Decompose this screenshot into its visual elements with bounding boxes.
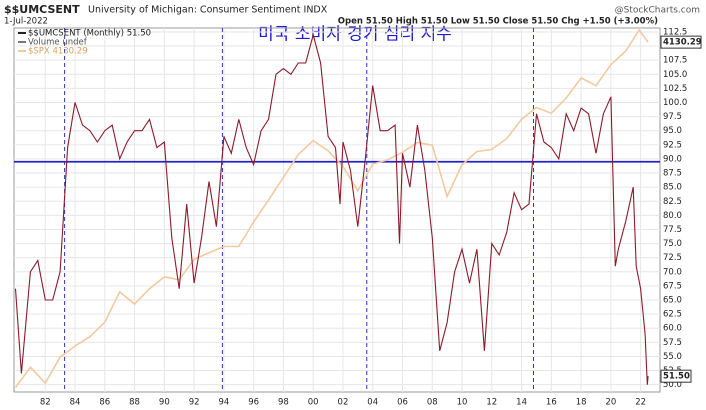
x-tick-label: 92	[189, 398, 200, 408]
y-tick-label: 87.5	[663, 169, 682, 179]
plot-frame	[13, 27, 661, 393]
y-tick-label: 112.5	[663, 27, 687, 37]
y-tick-label: 50.0	[663, 380, 682, 390]
x-tick-label: 90	[159, 398, 170, 408]
quote: Open 51.50 High 51.50 Low 51.50 Close 51…	[338, 17, 658, 27]
legend-label: $SPX 4130.29	[28, 47, 88, 57]
annotation: 미국 소비자 경기 심리 지수	[258, 25, 452, 45]
x-tick-label: 94	[218, 398, 229, 408]
chart-subtitle: University of Michigan: Consumer Sentime…	[88, 5, 328, 16]
x-tick-label: 04	[367, 398, 378, 408]
x-tick-label: 84	[70, 398, 81, 408]
legend-label: $$UMCSENT (Monthly) 51.50	[28, 29, 151, 39]
y-tick-label: 97.5	[663, 112, 682, 122]
x-tick-label: 14	[516, 398, 527, 408]
last-value-box	[660, 369, 692, 383]
y-tick-label: 67.5	[663, 281, 682, 291]
chart-title: $$UMCSENT	[4, 3, 80, 16]
x-tick-label: 16	[546, 398, 557, 408]
x-tick-label: 96	[248, 398, 259, 408]
y-tick-label: 95.0	[663, 126, 682, 136]
x-tick-label: 08	[427, 398, 438, 408]
x-tick-label: 00	[308, 398, 319, 408]
y-tick-label: 72.5	[663, 253, 682, 263]
y-tick-label: 65.0	[663, 296, 682, 306]
last-value-box	[660, 35, 702, 49]
last-value-label: 51.50	[663, 372, 690, 382]
y-tick-label: 92.5	[663, 140, 682, 150]
x-tick-label: 86	[99, 398, 110, 408]
x-tick-label: 22	[635, 398, 646, 408]
y-tick-label: 82.5	[663, 197, 682, 207]
y-tick-label: 85.0	[663, 183, 682, 193]
y-tick-label: 70.0	[663, 267, 682, 277]
series-line	[14, 32, 649, 385]
source: @StockCharts.com	[615, 6, 700, 16]
y-tick-label: 60.0	[663, 324, 682, 334]
x-tick-label: 98	[278, 398, 289, 408]
x-tick-label: 06	[397, 398, 408, 408]
date: 1-Jul-2022	[4, 17, 48, 27]
y-tick-label: 80.0	[663, 211, 682, 221]
x-tick-label: 82	[40, 398, 51, 408]
y-tick-label: 77.5	[663, 225, 682, 235]
x-tick-label: 02	[338, 398, 349, 408]
y-tick-label: 102.5	[663, 84, 687, 94]
y-tick-label: 62.5	[663, 310, 682, 320]
series-line	[14, 28, 649, 388]
y-tick-label: 55.0	[663, 352, 682, 362]
x-tick-label: 88	[129, 398, 140, 408]
y-tick-label: 107.5	[663, 56, 687, 66]
legend-label: Volume undef	[28, 38, 88, 48]
x-tick-label: 12	[486, 398, 497, 408]
last-value-label: 4130.29	[663, 38, 702, 48]
y-tick-label: 105.0	[663, 70, 687, 80]
x-tick-label: 10	[457, 398, 468, 408]
y-tick-label: 57.5	[663, 338, 682, 348]
x-tick-label: 18	[576, 398, 587, 408]
y-tick-label: 75.0	[663, 239, 682, 249]
x-tick-label: 20	[605, 398, 616, 408]
y-tick-label: 90.0	[663, 154, 682, 164]
y-tick-label: 100.0	[663, 98, 687, 108]
